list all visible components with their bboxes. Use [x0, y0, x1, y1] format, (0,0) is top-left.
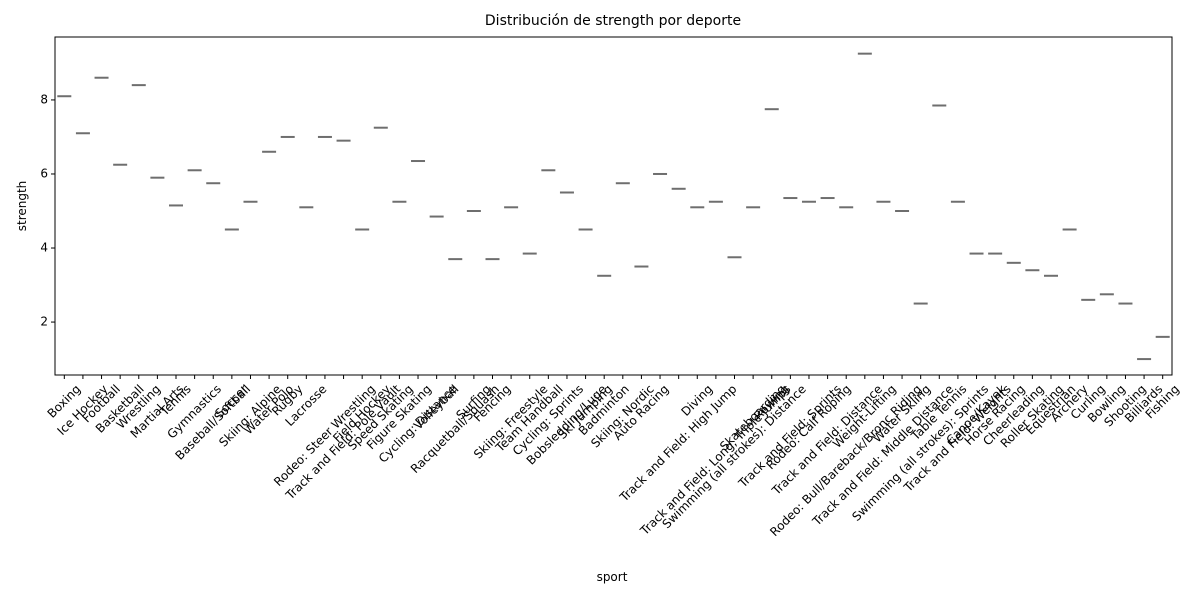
plot-frame: [54, 36, 1173, 376]
y-tick-label: 6: [40, 166, 48, 180]
y-tick-label: 2: [40, 315, 48, 329]
x-axis-label: sport: [597, 570, 628, 584]
y-tick-label: 8: [40, 92, 48, 106]
chart-title: Distribución de strength por deporte: [485, 13, 741, 29]
y-axis-label: strength: [15, 181, 29, 232]
y-tick-label: 4: [40, 241, 48, 255]
